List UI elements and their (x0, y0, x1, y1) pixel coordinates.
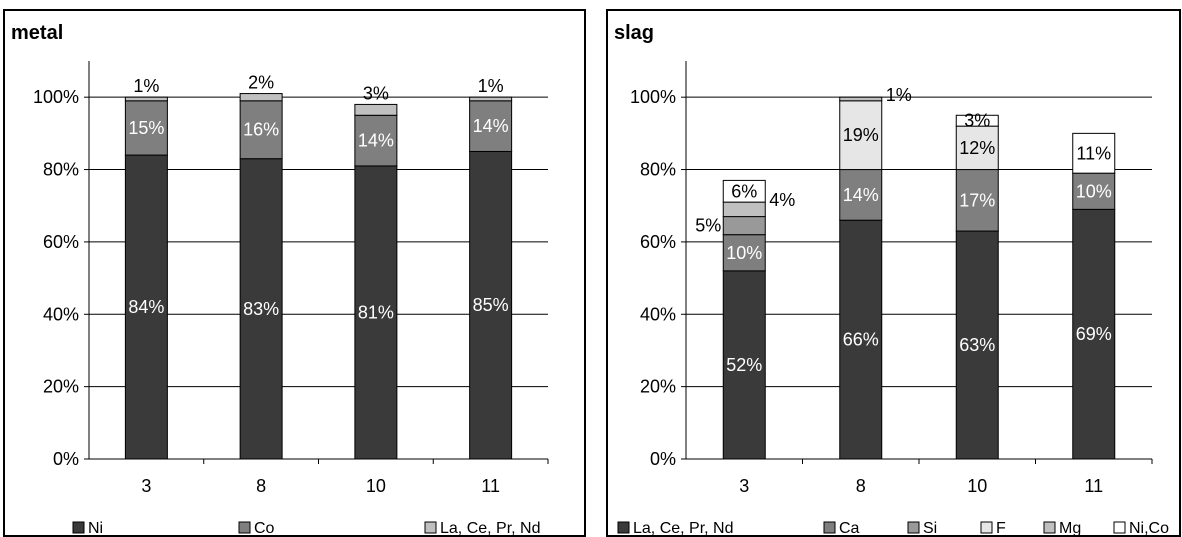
slag-legend-swatch (907, 521, 920, 534)
metal-xtick-label: 8 (256, 476, 266, 496)
slag-xtick-label: 10 (967, 476, 987, 496)
slag-bar-segment (722, 216, 766, 236)
slag-xtick-label: 3 (739, 476, 749, 496)
slag-data-label: 11% (1076, 143, 1111, 163)
metal-xtick-label: 3 (141, 476, 151, 496)
metal-bar-segment (469, 96, 513, 102)
slag-data-label: 5% (695, 216, 721, 236)
slag-ytick-label: 80% (640, 160, 676, 180)
slag-data-label: 10% (1076, 181, 1112, 201)
slag-ytick-label: 20% (640, 377, 676, 397)
slag-legend-swatch (617, 521, 630, 534)
metal-data-label: 85% (473, 295, 509, 315)
slag-data-label: 1% (886, 85, 912, 105)
slag-bar-segment (1072, 172, 1116, 210)
slag-data-label: 6% (731, 181, 757, 201)
slag-legend-label: Ca (839, 520, 860, 535)
metal-data-label: 2% (248, 73, 274, 93)
slag-ytick-label: 40% (640, 304, 676, 324)
slag-chart-title: slag (614, 22, 654, 44)
metal-legend-label: Ni (88, 520, 103, 535)
slag-bar-segment (839, 169, 883, 221)
metal-data-label: 15% (128, 118, 164, 138)
metal-legend-swatch (424, 521, 437, 534)
slag-bar-segment (722, 201, 766, 218)
metal-ytick-label: 60% (43, 232, 79, 252)
slag-bar-segment (1072, 208, 1116, 460)
slag-data-label: 10% (726, 243, 762, 263)
metal-bar-segment (239, 158, 283, 460)
slag-legend-label: Mg (1059, 520, 1081, 535)
slag-bar-segment (839, 100, 883, 171)
metal-data-label: 1% (478, 76, 504, 96)
metal-bar-segment (239, 100, 283, 160)
metal-legend-label: Co (254, 520, 275, 535)
metal-data-label: 3% (363, 83, 389, 103)
metal-xtick-label: 10 (366, 476, 386, 496)
metal-legend-swatch (238, 521, 251, 534)
slag-bar-segment (955, 230, 999, 460)
metal-chart-title: metal (11, 22, 63, 44)
metal-ytick-label: 40% (43, 304, 79, 324)
slag-bar-segment (955, 114, 999, 127)
slag-data-label: 12% (959, 138, 995, 158)
metal-bar-segment (124, 96, 168, 102)
slag-ytick-label: 60% (640, 232, 676, 252)
chart-panel-metal: metal 0% 20% 40% 60% 80% 100% 3 8 10 11 84% 15% 1% 83%… (3, 9, 586, 537)
metal-legend-label: La, Ce, Pr, Nd (440, 520, 541, 535)
slag-legend-swatch (1113, 521, 1126, 534)
slag-data-label: 69% (1076, 324, 1112, 344)
slag-xtick-label: 11 (1084, 476, 1103, 496)
slag-data-label: 3% (964, 111, 990, 131)
metal-bar-segment (354, 165, 398, 460)
metal-data-label: 81% (358, 302, 394, 322)
slag-bar-segment (722, 179, 766, 203)
metal-data-label: 14% (473, 116, 509, 136)
metal-chart-svg: metal 0% 20% 40% 60% 80% 100% 3 8 10 11 84% 15% 1% 83%… (11, 22, 549, 535)
metal-bar-segment (354, 103, 398, 116)
metal-bar-segment (354, 114, 398, 167)
slag-xtick-label: 8 (856, 476, 866, 496)
slag-legend-swatch (1043, 521, 1056, 534)
metal-data-label: 16% (243, 120, 279, 140)
slag-data-label: 14% (843, 185, 879, 205)
metal-ytick-label: 80% (43, 160, 79, 180)
slag-bar-segment (955, 125, 999, 171)
slag-data-label: 66% (843, 330, 879, 350)
metal-bar-segment (469, 100, 513, 152)
slag-ytick-label: 0% (650, 449, 676, 469)
chart-panel-slag: slag 0% 20% 40% 60% 80% 100% 3 8 10 11 52% 10% 5% 4% 6%… (606, 9, 1181, 537)
metal-bar-segment (124, 154, 168, 460)
slag-bar-segment (1072, 132, 1116, 174)
slag-data-label: 19% (843, 125, 879, 145)
slag-legend-swatch (980, 521, 993, 534)
metal-data-label: 83% (243, 299, 279, 319)
slag-bar-segment (839, 96, 883, 102)
metal-data-label: 1% (133, 76, 159, 96)
metal-data-label: 14% (358, 131, 394, 151)
metal-data-label: 84% (128, 297, 164, 317)
slag-legend-label: Ni,Co (1129, 520, 1169, 535)
metal-ytick-label: 0% (53, 449, 79, 469)
slag-data-label: 4% (769, 190, 795, 210)
metal-ytick-label: 20% (43, 377, 79, 397)
slag-legend-label: Si (923, 520, 937, 535)
metal-ytick-label: 100% (33, 87, 79, 107)
metal-xtick-label: 11 (481, 476, 500, 496)
slag-legend-label: La, Ce, Pr, Nd (633, 520, 734, 535)
metal-legend-swatch (72, 521, 85, 534)
slag-data-label: 63% (959, 335, 995, 355)
metal-bar-segment (239, 93, 283, 102)
slag-legend-label: F (996, 520, 1006, 535)
slag-data-label: 17% (959, 190, 995, 210)
slag-legend-swatch (823, 521, 836, 534)
slag-ytick-label: 100% (630, 87, 676, 107)
slag-data-label: 52% (726, 355, 762, 375)
metal-bar-segment (124, 100, 168, 156)
